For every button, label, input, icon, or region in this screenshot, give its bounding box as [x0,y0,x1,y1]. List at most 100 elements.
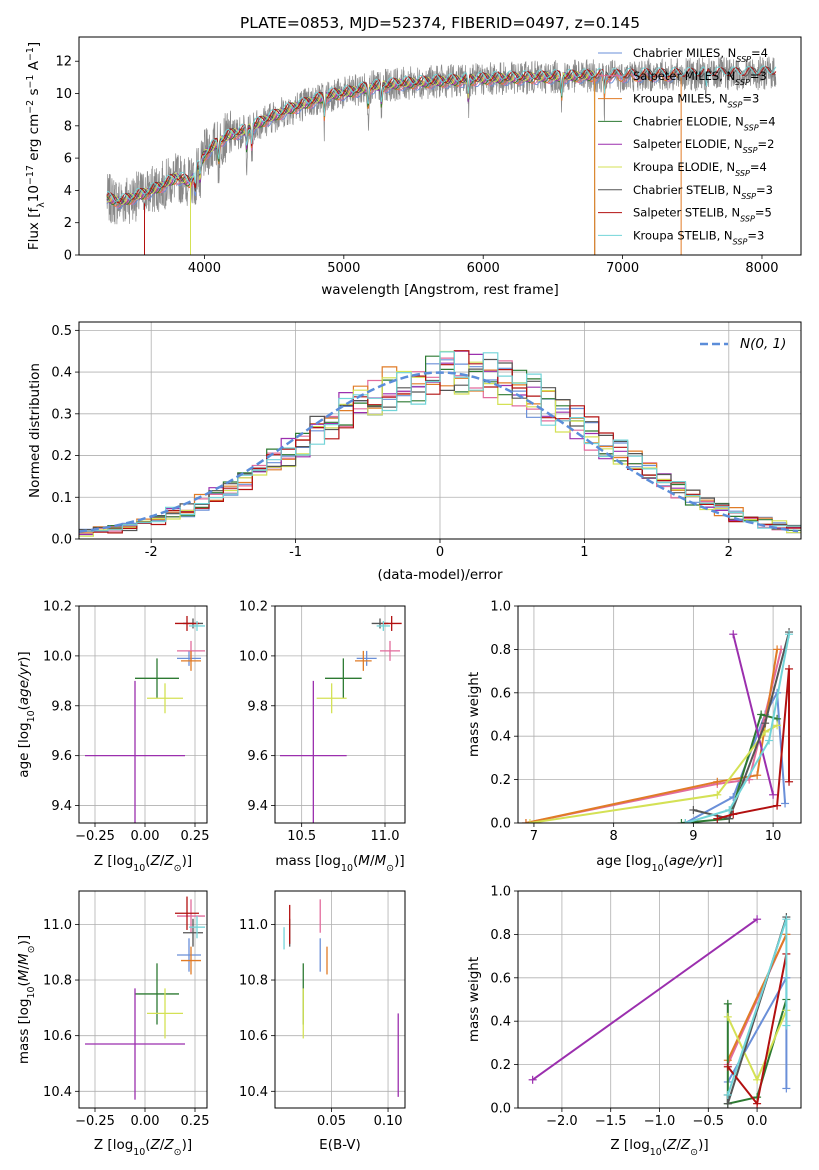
y-tick-label: 9.6 [51,749,72,764]
marker [782,1021,791,1030]
x-tick-label: 9 [689,829,697,844]
label-part: −17 [25,165,36,185]
x-tick-label: 0.00 [131,1114,160,1129]
label-part: Z [680,1137,691,1153]
x-tick-label: 10.5 [287,829,316,844]
hist-kroupa-stelib [79,351,801,532]
marker [681,819,690,823]
y-axis-label: Flux [fλ10−17 erg cm−2 s−1 A−1] [25,42,47,250]
x-tick-label: 6000 [467,261,500,276]
weights-chabrier-elodie [726,999,788,1105]
legend-label-normal: N(0, 1) [740,336,786,352]
label-part: =4 [751,46,768,60]
marker [757,710,766,719]
label-part: erg cm [26,114,42,165]
legend-label-chabrier-elodie: Chabrier ELODIE, NSSP=4 [633,114,776,131]
marker [773,645,782,654]
label-part: Z [log [610,1137,649,1153]
marker [723,999,732,1008]
chart-ebv-mass: 0.05 0.10 10.4 10.6 10.8 11.0 [239,890,406,1129]
label-part: SSP [728,100,743,109]
x-tick-label: 1 [580,545,588,560]
x-axis-label: E(B-V) [319,1137,361,1153]
label-part: 10 [341,863,353,874]
y-tick-label: 11.0 [43,918,72,933]
errorbar-kroupa-stelib [189,916,205,939]
label-part: SSP [740,214,755,223]
y-axis-label: mass [log10(M/M⊙)] [16,935,37,1064]
chart-age-weight: 7 8 9 10 0.0 0.2 0.4 0.6 0.8 1.0 [490,600,802,844]
marker [765,736,774,745]
label-part: =3 [750,69,767,83]
model-chabrier-elodie [106,72,596,255]
marker [725,805,734,814]
axes-frame [274,605,406,824]
label-part: )] [16,935,32,946]
errorbar-chabrier-elodie [135,963,179,1025]
grid [275,605,405,823]
label-part: SSP [733,237,748,246]
marker [521,819,530,823]
marker [723,1062,732,1071]
y-tick-label: 10.2 [239,600,268,615]
errorbar-chabrier-miles [177,650,201,666]
marker [753,771,762,780]
legend: N(0, 1) [700,336,786,352]
label-part: )] [182,853,193,869]
errorbar-kroupa-elodie [316,683,347,714]
x-tick-label: −0.25 [75,1114,115,1129]
label-part: ( [353,853,358,869]
legend-label-salpeter-miles: Salpeter MILES, NSSP=3 [633,69,767,87]
x-tick-label: 4000 [188,261,221,276]
ticks [75,329,730,543]
label-part: ⊙ [690,1147,698,1158]
weights-salpeter-elodie [732,633,775,796]
x-axis-label: Z [log10(Z/Z⊙)] [94,853,192,874]
x-tick-label: 0.0 [747,1114,768,1129]
y-tick-label: 0.4 [51,366,72,381]
label-part: Kroupa ELODIE, N [633,160,735,174]
label-part: =4 [750,160,767,174]
label-part: Flux [f [26,207,42,251]
label-part: =3 [756,183,773,197]
label-part: −1 [25,75,36,89]
label-part: Z [163,1137,174,1153]
marker [761,719,770,728]
legend-label-salpeter-stelib: Salpeter STELIB, NSSP=5 [633,206,772,224]
marker [753,1099,762,1108]
errorbar-kroupa-elodie [147,988,183,1039]
label-part: ] [26,42,42,47]
x-tick-label: 0.25 [181,1114,210,1129]
weights-salpeter-miles [525,649,783,823]
label-part: ( [145,1137,150,1153]
y-tick-label: 0.8 [490,928,511,943]
marker [781,799,790,808]
x-axis-label: wavelength [Angstrom, rest frame] [321,282,559,298]
ticks [271,923,389,1112]
label-part: )] [394,853,405,869]
x-axis-label: age [log10(age/yr)] [596,853,722,874]
y-tick-label: 0.0 [490,817,511,832]
label-part: SSP [741,191,756,200]
y-tick-label: 10.4 [43,1085,72,1100]
y-tick-label: 8 [64,119,72,134]
marker [723,1012,732,1021]
errorbar-kroupa-miles [181,650,201,671]
label-part: Z [log [94,853,133,869]
chart-z-age: −0.25 0.00 0.25 9.4 9.6 9.8 10.0 10.2 [43,600,209,845]
chart-z-weight: −2.0 −1.5 −1.0 −0.5 0.0 0.0 0.2 0.4 0.6 0.8 1.0 [490,885,802,1129]
y-tick-label: 9.8 [51,699,72,714]
y-tick-label: 0.2 [490,1058,511,1073]
weights-kroupa-stelib [685,634,790,823]
x-tick-label: 7000 [606,261,639,276]
x-axis-label: Z [log10(Z/Z⊙)] [94,1137,192,1158]
plot-area [85,615,205,823]
y-tick-label: 0.3 [51,407,72,422]
label-part: mass [log [16,999,32,1065]
label-part: SSP [743,146,758,155]
chart-title: PLATE=0853, MJD=52374, FIBERID=0497, z=0… [240,14,640,32]
label-part: =3 [747,228,764,242]
x-tick-label: 0.00 [131,829,160,844]
label-part: λ [36,202,47,208]
